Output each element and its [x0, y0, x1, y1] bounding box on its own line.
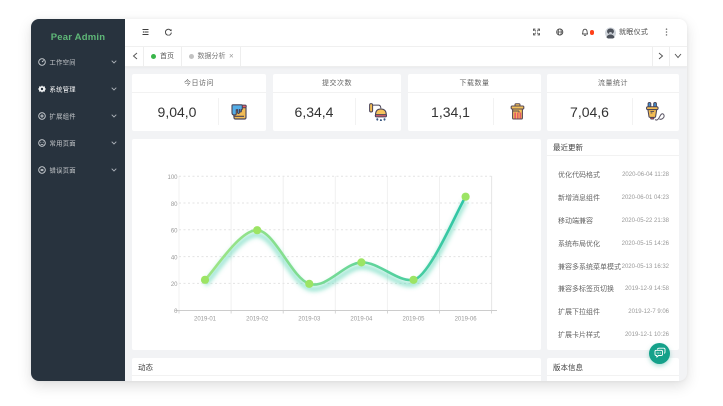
svg-text:2019-03: 2019-03 — [298, 316, 321, 322]
svg-text:60: 60 — [171, 228, 178, 234]
svg-text:20: 20 — [171, 282, 178, 288]
svg-text:40: 40 — [171, 255, 178, 261]
svg-text:100: 100 — [167, 175, 178, 181]
svg-text:2019-06: 2019-06 — [455, 316, 478, 322]
svg-text:2019-02: 2019-02 — [246, 316, 269, 322]
svg-text:2019-01: 2019-01 — [194, 316, 217, 322]
svg-text:80: 80 — [171, 201, 178, 207]
svg-text:2019-04: 2019-04 — [350, 316, 373, 322]
svg-text:2019-05: 2019-05 — [402, 316, 425, 322]
svg-text:0: 0 — [174, 309, 178, 315]
